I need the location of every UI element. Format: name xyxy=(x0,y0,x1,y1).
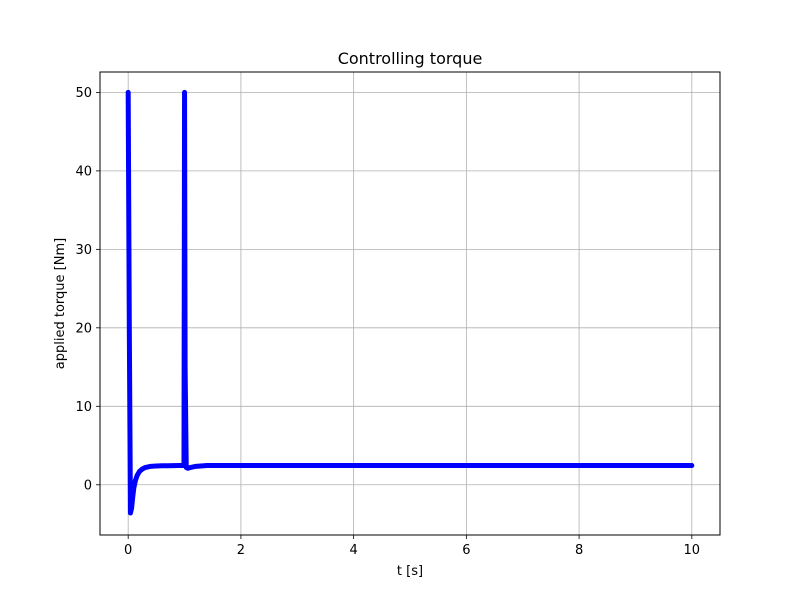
plot-frame xyxy=(99,71,721,536)
series-line-0 xyxy=(125,89,695,516)
x-tick-label: 10 xyxy=(684,543,701,558)
x-tick-label: 8 xyxy=(575,543,583,558)
y-tick-label: 10 xyxy=(75,400,92,415)
y-axis-label: applied torque [Nm] xyxy=(53,238,68,369)
y-tick-label: 0 xyxy=(84,478,92,493)
x-tick-label: 6 xyxy=(462,543,470,558)
y-tick-label: 40 xyxy=(75,164,92,179)
x-axis-label: t [s] xyxy=(397,564,423,579)
y-tick-label: 50 xyxy=(75,86,92,101)
y-tick-label: 30 xyxy=(75,243,92,258)
x-tick-label: 4 xyxy=(349,543,357,558)
x-tick-label: 2 xyxy=(237,543,245,558)
ticks: 0 2 4 6 8 10 0 10 20 30 40 50 xyxy=(75,86,700,558)
y-tick-label: 20 xyxy=(75,321,92,336)
grid xyxy=(100,72,720,535)
chart-title: Controlling torque xyxy=(338,49,483,68)
x-tick-label: 0 xyxy=(124,543,132,558)
series-layer xyxy=(125,89,695,516)
